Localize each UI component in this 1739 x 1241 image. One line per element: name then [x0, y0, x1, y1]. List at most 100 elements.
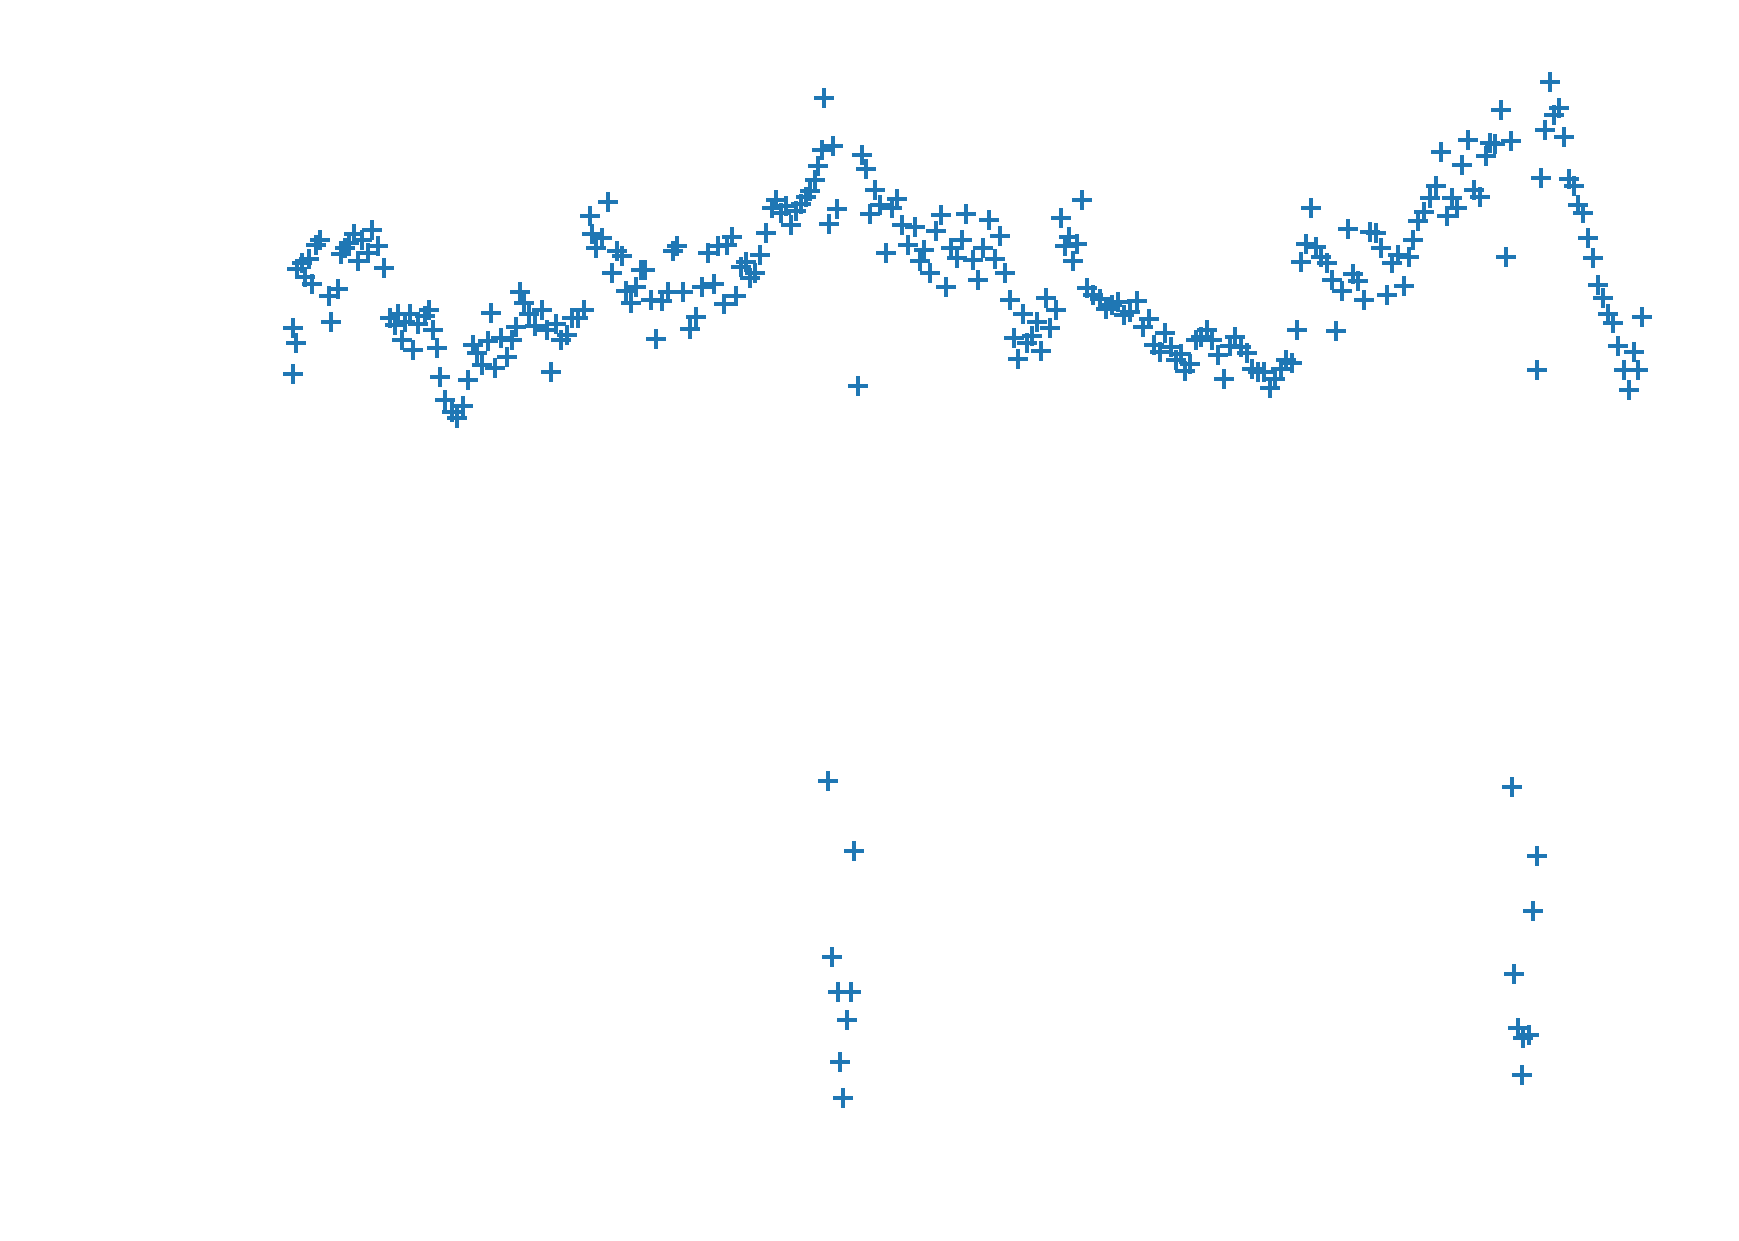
data-point-0-215	[1371, 238, 1391, 258]
data-point-0-146	[1004, 328, 1024, 348]
data-point-0-263	[818, 771, 838, 791]
data-point-0-230	[1452, 155, 1472, 175]
data-point-0-265	[822, 947, 842, 967]
data-point-0-97	[745, 263, 765, 283]
data-point-0-104	[781, 215, 801, 235]
data-point-0-245	[1549, 98, 1569, 118]
data-point-0-50	[506, 317, 526, 337]
data-point-0-32	[419, 300, 439, 320]
data-point-0-132	[931, 205, 951, 225]
data-point-0-22	[374, 258, 394, 278]
data-point-0-55	[532, 300, 552, 320]
data-point-0-238	[1496, 247, 1516, 267]
data-point-0-2	[286, 333, 306, 353]
data-point-0-112	[814, 88, 834, 108]
data-point-0-88	[704, 274, 724, 294]
data-point-0-127	[905, 217, 925, 237]
data-point-0-12	[328, 279, 348, 299]
data-point-0-225	[1426, 176, 1446, 196]
data-points	[283, 72, 1652, 1108]
data-point-0-24	[385, 315, 405, 335]
data-point-0-117	[852, 145, 872, 165]
data-point-0-272	[1527, 846, 1547, 866]
data-point-0-54	[525, 316, 545, 336]
data-point-0-226	[1431, 142, 1451, 162]
data-point-0-115	[827, 199, 847, 219]
data-point-0-178	[1171, 344, 1191, 364]
data-point-0-86	[692, 277, 712, 297]
data-point-0-278	[1512, 1065, 1532, 1085]
data-point-0-250	[1573, 203, 1593, 223]
data-point-0-140	[973, 238, 993, 258]
data-point-0-7	[302, 274, 322, 294]
data-point-0-85	[686, 307, 706, 327]
data-point-0-151	[1027, 312, 1047, 332]
data-point-0-78	[646, 329, 666, 349]
data-point-0-237	[1491, 100, 1511, 120]
data-point-0-38	[447, 408, 467, 428]
data-point-0-63	[574, 300, 594, 320]
data-point-0-268	[837, 1010, 857, 1030]
data-point-0-49	[502, 330, 522, 350]
data-point-0-180	[1180, 354, 1200, 374]
data-point-0-208	[1332, 281, 1352, 301]
data-point-0-126	[898, 235, 918, 255]
data-point-0-209	[1338, 219, 1358, 239]
data-point-0-160	[1067, 234, 1087, 254]
data-point-0-68	[598, 192, 618, 212]
data-point-0-11	[321, 312, 341, 332]
data-point-0-267	[841, 982, 861, 1002]
data-point-0-120	[865, 180, 885, 200]
data-point-0-1	[283, 318, 303, 338]
data-point-0-262	[1632, 307, 1652, 327]
data-point-0-200	[1291, 252, 1311, 272]
data-point-0-141	[979, 210, 999, 230]
data-point-0-29	[403, 340, 423, 360]
data-point-0-84	[680, 319, 700, 339]
data-point-0-236	[1485, 134, 1505, 154]
data-point-0-198	[1282, 353, 1302, 373]
data-point-0-42	[467, 343, 487, 363]
data-point-0-118	[856, 159, 876, 179]
data-point-0-234	[1476, 146, 1496, 166]
data-point-0-71	[612, 246, 632, 266]
data-point-0-155	[1046, 300, 1066, 320]
data-point-0-185	[1208, 345, 1228, 365]
data-point-0-74	[626, 277, 646, 297]
data-point-0-159	[1063, 251, 1083, 271]
data-point-0-260	[1624, 342, 1644, 362]
data-point-0-167	[1108, 292, 1128, 312]
data-point-0-69	[602, 263, 622, 283]
data-point-0-136	[952, 230, 972, 250]
data-point-0-271	[1502, 777, 1522, 797]
data-point-0-246	[1554, 127, 1574, 147]
data-point-0-251	[1578, 228, 1598, 248]
data-point-0-277	[1519, 1025, 1539, 1045]
data-point-0-139	[968, 270, 988, 290]
data-point-0-257	[1608, 336, 1628, 356]
data-point-0-153	[1036, 288, 1056, 308]
data-point-0-21	[368, 236, 388, 256]
data-point-0-248	[1564, 176, 1584, 196]
data-point-0-212	[1354, 290, 1374, 310]
data-point-0-122	[876, 243, 896, 263]
data-point-0-143	[990, 226, 1010, 246]
data-point-0-145	[1000, 290, 1020, 310]
data-point-0-57	[541, 362, 561, 382]
data-point-0-58	[546, 314, 566, 334]
data-point-0-152	[1031, 341, 1051, 361]
data-point-0-231	[1458, 130, 1478, 150]
data-point-0-170	[1127, 291, 1147, 311]
data-point-0-261	[1628, 360, 1648, 380]
data-point-0-53	[519, 304, 539, 324]
data-point-0-40	[458, 370, 478, 390]
data-point-0-269	[830, 1052, 850, 1072]
data-point-0-193	[1254, 362, 1274, 382]
data-point-0-113	[819, 214, 839, 234]
data-point-0-154	[1040, 318, 1060, 338]
data-point-0-221	[1403, 230, 1423, 250]
data-point-0-82	[667, 236, 687, 256]
data-point-0-169	[1120, 302, 1140, 322]
data-point-0-273	[1523, 901, 1543, 921]
data-point-0-35	[430, 367, 450, 387]
